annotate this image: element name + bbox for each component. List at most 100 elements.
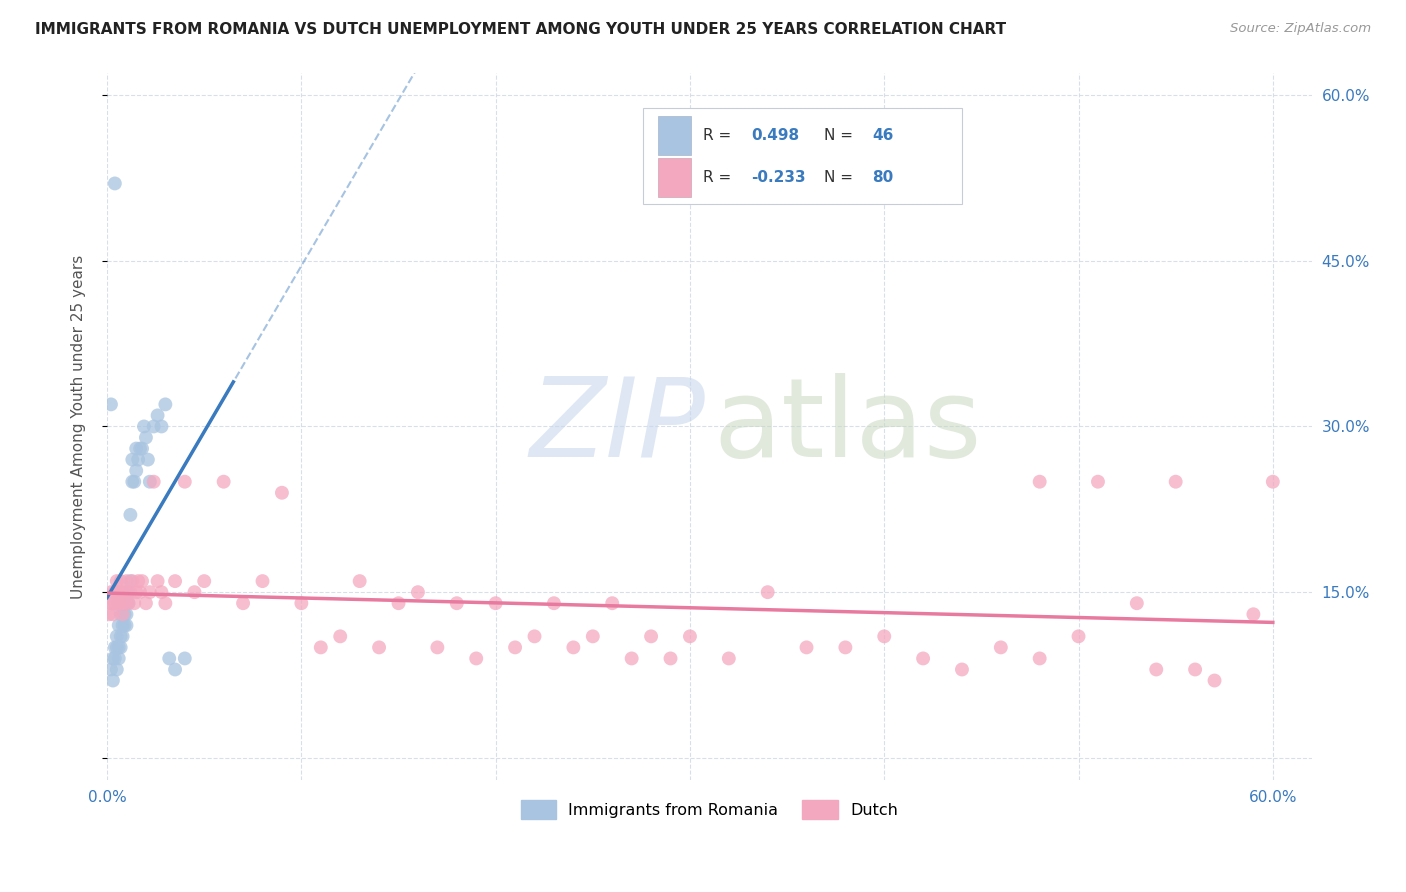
Point: [446, 596, 468, 610]
Point: [105, 663, 128, 677]
Point: [98, 607, 121, 622]
FancyBboxPatch shape: [658, 116, 692, 154]
Point: [105, 574, 128, 588]
Text: 80: 80: [872, 170, 893, 186]
Point: [640, 629, 662, 643]
Point: [120, 508, 142, 522]
Point: [100, 596, 122, 610]
Point: [117, 596, 139, 610]
Point: [115, 585, 138, 599]
Point: [107, 640, 129, 655]
Point: [107, 618, 129, 632]
Point: [426, 640, 449, 655]
Point: [173, 475, 195, 489]
Point: [120, 574, 142, 588]
Text: IMMIGRANTS FROM ROMANIA VS DUTCH UNEMPLOYMENT AMONG YOUTH UNDER 25 YEARS CORRELA: IMMIGRANTS FROM ROMANIA VS DUTCH UNEMPLO…: [35, 22, 1007, 37]
Point: [115, 618, 138, 632]
Point: [1067, 629, 1090, 643]
Point: [503, 640, 526, 655]
Point: [1144, 663, 1167, 677]
Text: ZIP: ZIP: [530, 373, 706, 480]
Point: [136, 452, 159, 467]
Text: R =: R =: [703, 128, 737, 143]
Point: [125, 464, 148, 478]
Point: [135, 596, 157, 610]
Point: [1204, 673, 1226, 688]
Point: [111, 629, 134, 643]
Point: [114, 596, 136, 610]
Point: [114, 618, 136, 632]
Point: [131, 574, 153, 588]
Point: [104, 177, 127, 191]
Point: [104, 596, 127, 610]
Point: [165, 574, 187, 588]
Point: [834, 640, 856, 655]
Point: [465, 651, 488, 665]
Y-axis label: Unemployment Among Youth under 25 years: Unemployment Among Youth under 25 years: [72, 254, 86, 599]
Point: [659, 651, 682, 665]
Point: [150, 585, 173, 599]
Point: [104, 651, 127, 665]
Point: [129, 442, 152, 456]
Point: [111, 607, 134, 622]
Point: [110, 574, 132, 588]
Point: [142, 475, 165, 489]
Point: [101, 607, 124, 622]
Point: [157, 651, 180, 665]
Point: [290, 596, 312, 610]
Text: R =: R =: [703, 170, 737, 186]
Point: [105, 629, 128, 643]
Point: [523, 629, 546, 643]
Point: [110, 607, 132, 622]
Point: [873, 629, 896, 643]
Point: [107, 596, 129, 610]
Point: [1164, 475, 1187, 489]
Point: [115, 574, 138, 588]
Point: [329, 629, 352, 643]
Point: [252, 574, 274, 588]
Point: [124, 596, 146, 610]
Point: [127, 452, 149, 467]
Point: [155, 596, 177, 610]
Point: [107, 651, 129, 665]
Point: [121, 574, 143, 588]
Point: [125, 585, 148, 599]
Point: [1028, 651, 1050, 665]
Point: [193, 574, 215, 588]
Point: [125, 442, 148, 456]
Point: [620, 651, 643, 665]
Point: [105, 640, 128, 655]
Point: [100, 663, 122, 677]
Point: [679, 629, 702, 643]
Point: [232, 596, 254, 610]
Point: [387, 596, 409, 610]
Point: [100, 397, 122, 411]
Point: [107, 585, 129, 599]
Legend: Immigrants from Romania, Dutch: Immigrants from Romania, Dutch: [515, 794, 904, 825]
Point: [117, 585, 139, 599]
Text: -0.233: -0.233: [752, 170, 806, 186]
Point: [120, 585, 142, 599]
Point: [271, 485, 294, 500]
Point: [121, 475, 143, 489]
Point: [142, 419, 165, 434]
Text: atlas: atlas: [713, 373, 981, 480]
Point: [485, 596, 508, 610]
Point: [349, 574, 371, 588]
Text: N =: N =: [824, 170, 858, 186]
Point: [150, 419, 173, 434]
Point: [1087, 475, 1109, 489]
Point: [127, 574, 149, 588]
Point: [368, 640, 391, 655]
Point: [756, 585, 779, 599]
Point: [146, 574, 169, 588]
FancyBboxPatch shape: [643, 108, 962, 203]
Point: [111, 618, 134, 632]
Point: [110, 596, 132, 610]
Text: 0.498: 0.498: [752, 128, 800, 143]
Point: [110, 629, 132, 643]
Point: [100, 585, 122, 599]
Point: [135, 430, 157, 444]
Point: [173, 651, 195, 665]
Point: [309, 640, 332, 655]
